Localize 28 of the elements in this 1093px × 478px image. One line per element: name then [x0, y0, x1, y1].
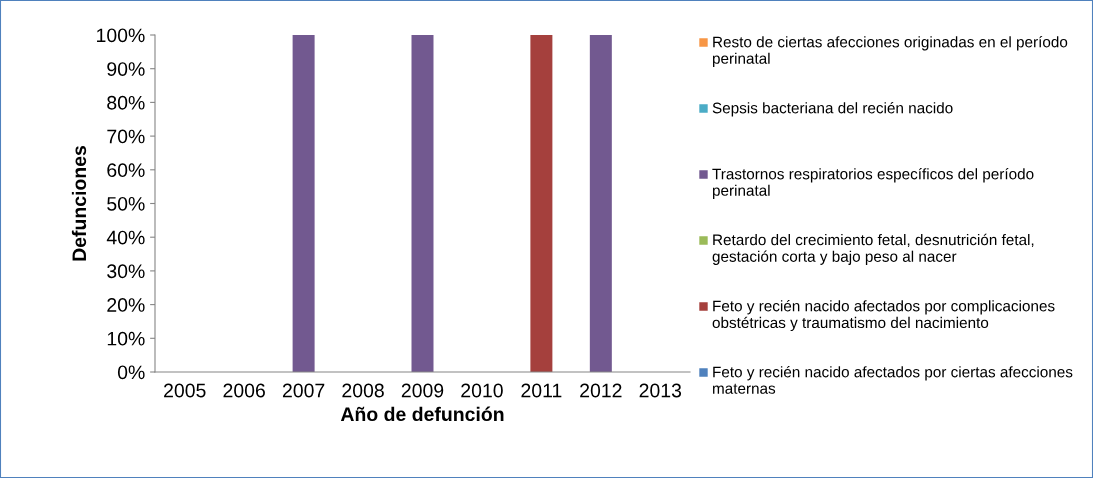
x-tick-label: 2006	[223, 383, 265, 398]
x-axis-title: Año de defunción	[340, 406, 504, 422]
y-tick-label: 100%	[97, 28, 145, 43]
legend-label: Feto y recién nacido afectados por ciertas afecciones maternas	[713, 366, 1073, 394]
y-tick-label: 60%	[107, 163, 145, 178]
x-tick-label: 2012	[580, 383, 622, 398]
legend-label: Trastornos respiratorios específicos del período perinatal	[712, 168, 1034, 199]
legend-label: Resto de ciertas afecciones originadas en el período perinatal	[712, 36, 1068, 67]
y-axis-title: Defunciones	[71, 145, 87, 261]
legend-label: Feto y recién nacido afectados por complicaciones obstétricas y traumatismo del nacimiento	[712, 300, 1055, 332]
y-tick-label: 90%	[107, 62, 145, 76]
y-tick-label: 10%	[107, 331, 145, 346]
x-tick-label: 2007	[282, 383, 325, 398]
x-tick-label: 2009	[401, 383, 444, 398]
y-tick-label: 30%	[107, 264, 145, 279]
x-tick-label: 2011	[521, 383, 562, 398]
legend-label: Retardo del crecimiento fetal, desnutrición fetal, gestación corta y bajo peso al nacer	[712, 233, 1034, 265]
x-tick-label: 2010	[461, 383, 503, 398]
x-tick-label: 2005	[164, 383, 206, 398]
y-tick-label: 0%	[117, 365, 145, 380]
y-tick-label: 20%	[107, 298, 145, 312]
x-tick-label: 2013	[639, 383, 682, 398]
legend-label: Sepsis bacteriana del recién nacido	[712, 102, 953, 117]
y-tick-label: 80%	[107, 95, 145, 110]
x-tick-label: 2008	[342, 383, 384, 398]
y-tick-label: 50%	[107, 196, 145, 211]
y-tick-label: 40%	[106, 230, 145, 245]
y-tick-label: 70%	[107, 129, 145, 144]
